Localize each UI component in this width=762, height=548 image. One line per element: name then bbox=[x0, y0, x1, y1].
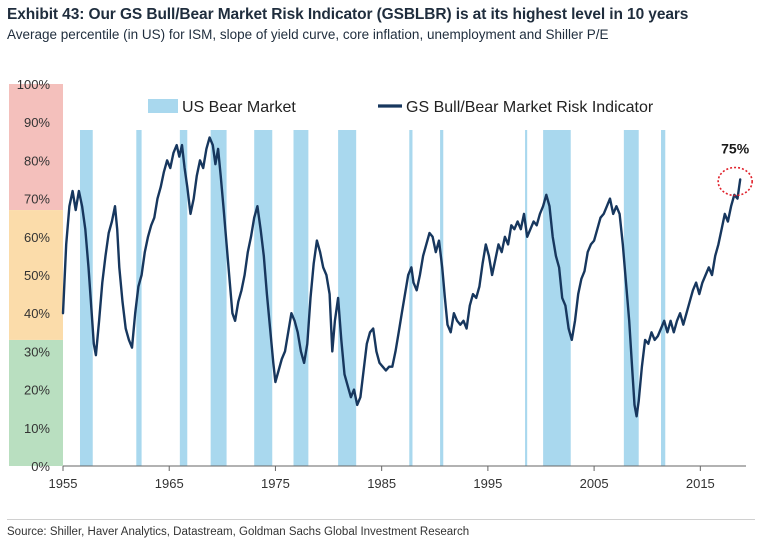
chart-subtitle: Average percentile (in US) for ISM, slop… bbox=[7, 27, 609, 42]
x-tick-label: 1975 bbox=[261, 476, 290, 491]
series-line bbox=[61, 136, 742, 418]
risk-zone-green bbox=[9, 339, 63, 466]
y-tick-label: 90% bbox=[24, 115, 50, 130]
y-tick-label: 100% bbox=[17, 77, 51, 92]
legend-label-bear: US Bear Market bbox=[182, 99, 296, 116]
y-tick-label: 80% bbox=[24, 153, 50, 168]
x-tick-label: 1955 bbox=[49, 476, 78, 491]
y-tick-label: 60% bbox=[24, 230, 50, 245]
y-tick-label: 30% bbox=[24, 344, 50, 359]
x-tick-label: 1995 bbox=[473, 476, 502, 491]
y-tick-label: 50% bbox=[24, 268, 50, 283]
x-tick-label: 1965 bbox=[155, 476, 184, 491]
annotation-label: 75% bbox=[721, 141, 750, 157]
bear-market-band bbox=[254, 130, 273, 466]
legend-swatch-bear bbox=[148, 99, 178, 113]
annotations: 75% bbox=[717, 141, 753, 197]
y-tick-label: 10% bbox=[24, 421, 50, 436]
bear-market-band bbox=[623, 130, 639, 466]
risk-zone-orange bbox=[9, 210, 63, 340]
y-tick-label: 70% bbox=[24, 192, 50, 207]
bear-market-band bbox=[661, 130, 666, 466]
x-tick-label: 2015 bbox=[686, 476, 715, 491]
bear-market-band bbox=[440, 130, 444, 466]
bear-market-band bbox=[338, 130, 357, 466]
x-tick-label: 1985 bbox=[367, 476, 396, 491]
series-layer bbox=[61, 136, 742, 418]
source-note: Source: Shiller, Haver Analytics, Datast… bbox=[7, 526, 470, 538]
x-tick-label: 2005 bbox=[580, 476, 609, 491]
risk-zone-red bbox=[9, 84, 63, 211]
legend-label-line: GS Bull/Bear Market Risk Indicator bbox=[406, 99, 654, 116]
risk-indicator-chart: 0% 10% 20% 30% 40% 50% 60% 70% 80% 90% 100% 1955 196… bbox=[9, 77, 753, 491]
bear-market-band bbox=[210, 130, 227, 466]
y-tick-label: 20% bbox=[24, 383, 50, 398]
bear-market-band bbox=[179, 130, 188, 466]
y-tick-label: 40% bbox=[24, 306, 50, 321]
chart-title: Exhibit 43: Our GS Bull/Bear Market Risk… bbox=[7, 6, 689, 23]
source-divider bbox=[7, 519, 755, 520]
legend: US Bear Market GS Bull/Bear Market Risk I… bbox=[148, 99, 654, 116]
bear-market-band bbox=[543, 130, 571, 466]
bear-market-band bbox=[525, 130, 528, 466]
bear-market-band bbox=[136, 130, 142, 466]
y-tick-label: 0% bbox=[31, 459, 50, 474]
axes: 0% 10% 20% 30% 40% 50% 60% 70% 80% 90% 100% 1955 196… bbox=[17, 77, 746, 491]
bear-market-bands bbox=[79, 130, 666, 466]
highlight-circle bbox=[717, 166, 753, 197]
risk-zones bbox=[9, 84, 63, 466]
bear-market-band bbox=[293, 130, 309, 466]
bear-market-band bbox=[409, 130, 413, 466]
